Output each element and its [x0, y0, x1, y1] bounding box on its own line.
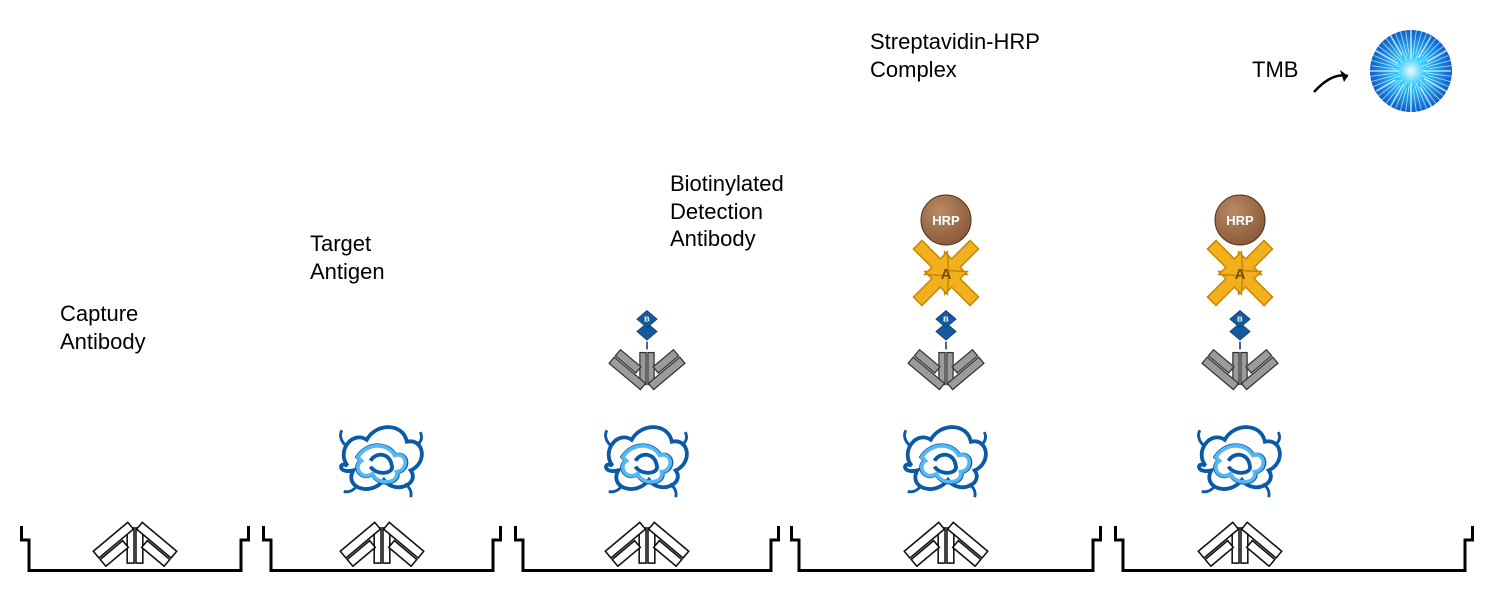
hrp-icon: HRP	[1213, 193, 1267, 247]
capture-antibody-icon	[891, 479, 1001, 567]
streptavidin-letter: A	[1235, 266, 1246, 283]
elisa-step-panel: B	[514, 12, 780, 572]
component-stack: B A HRP	[891, 193, 1001, 567]
capture-antibody-icon	[80, 479, 190, 567]
tmb-arrow-icon	[1312, 68, 1358, 98]
capture-antibody-icon	[592, 479, 702, 567]
component-stack	[327, 413, 437, 567]
elisa-step-panel	[20, 12, 250, 572]
hrp-label: HRP	[1226, 213, 1254, 228]
capture-antibody-icon	[327, 479, 437, 567]
biotin-icon: B	[630, 309, 664, 351]
biotin-letter: B	[943, 314, 949, 323]
hrp-icon: HRP	[919, 193, 973, 247]
component-stack: B A HRP	[1185, 193, 1295, 567]
biotin-icon: B	[1223, 309, 1257, 351]
elisa-step-panel: B A HRP	[790, 12, 1102, 572]
elisa-step-panel	[262, 12, 502, 572]
hrp-label: HRP	[932, 213, 960, 228]
streptavidin-letter: A	[941, 266, 952, 283]
component-stack: B	[592, 309, 702, 567]
tmb-signal	[1368, 28, 1454, 119]
capture-antibody-icon	[1185, 479, 1295, 567]
component-stack	[80, 479, 190, 567]
biotin-letter: B	[1237, 314, 1243, 323]
biotin-letter: B	[644, 314, 650, 323]
tmb-starburst-icon	[1368, 28, 1454, 114]
biotin-icon: B	[929, 309, 963, 351]
